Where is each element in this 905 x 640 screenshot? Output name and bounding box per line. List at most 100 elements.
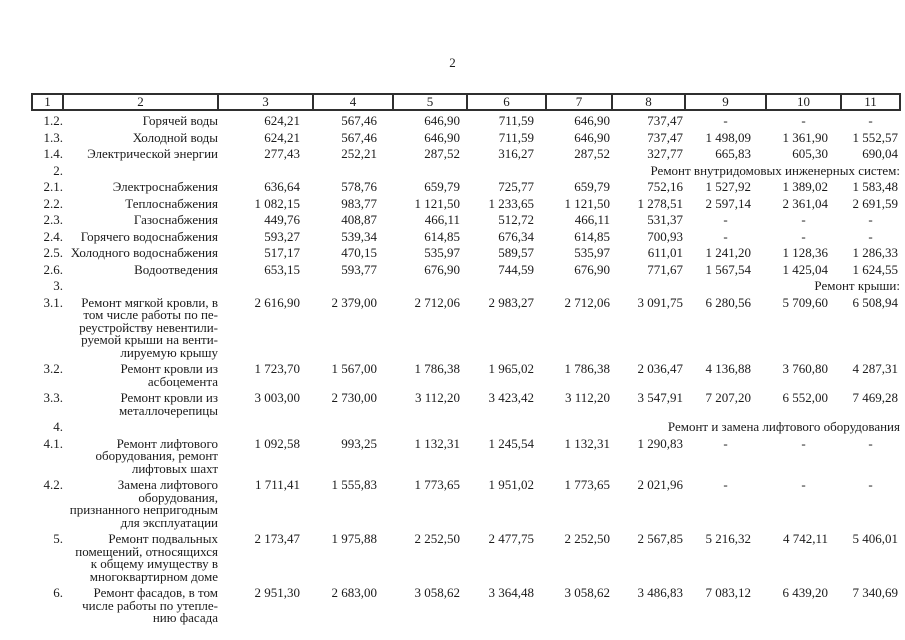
table-row: 3.1. Ремонт мягкой кровли, в том числе р… xyxy=(32,293,900,360)
value-cell: - xyxy=(868,113,873,128)
row-number-cell: 2.1. xyxy=(43,179,64,194)
column-number-cell: 2 xyxy=(62,93,219,111)
row-label-cell: Ремонт лифтового оборудования, ремонт ли… xyxy=(95,435,218,476)
value-cell: 539,34 xyxy=(341,228,377,244)
section-row: 3. Ремонт крыши: xyxy=(32,276,900,293)
value-cell: 1 567,54 xyxy=(705,261,752,277)
value-cell: 1 555,83 xyxy=(331,477,378,492)
value-cell: 636,64 xyxy=(264,179,300,194)
table-row: 3.2. Ремонт кровли из асбоцемента 1 723,… xyxy=(32,359,900,388)
row-number-cell: 3.3. xyxy=(43,390,64,405)
value-cell: 2 567,85 xyxy=(637,531,684,546)
section-row: 4. Ремонт и замена лифтового оборудовани… xyxy=(32,417,900,434)
row-number-cell: 3. xyxy=(53,278,63,293)
value-cell: 711,59 xyxy=(498,113,534,128)
value-cell: 578,76 xyxy=(341,179,377,194)
row-number-cell: 6. xyxy=(53,585,63,600)
value-cell: 2 983,27 xyxy=(488,294,535,310)
value-cell: 1 723,70 xyxy=(254,361,301,376)
column-number-cell: 8 xyxy=(611,93,686,111)
row-number-cell: 3.1. xyxy=(43,294,64,310)
value-cell: 737,47 xyxy=(647,129,683,145)
value-cell: - xyxy=(868,435,873,451)
row-number-cell: 1.4. xyxy=(43,146,64,161)
row-number-cell: 4.2. xyxy=(43,477,64,492)
value-cell: 3 112,20 xyxy=(564,390,610,405)
value-cell: 1 361,90 xyxy=(782,129,829,145)
value-cell: 1 786,38 xyxy=(564,361,611,376)
value-cell: 1 278,51 xyxy=(637,195,684,211)
value-cell: 408,87 xyxy=(341,212,377,227)
value-cell: 535,97 xyxy=(424,245,460,260)
value-cell: 593,27 xyxy=(264,228,300,244)
value-cell: 1 286,33 xyxy=(852,245,899,260)
table-row: 1.4. Электрической энергии 277,43 252,21 2… xyxy=(32,144,900,161)
value-cell: 470,15 xyxy=(341,245,377,260)
value-cell: - xyxy=(801,435,806,451)
value-cell: 1 082,15 xyxy=(254,195,301,211)
row-label-cell: Ремонт фасадов, в том числе работы по ут… xyxy=(82,585,218,625)
value-cell: 1 128,36 xyxy=(782,245,829,260)
value-cell: 737,47 xyxy=(647,113,683,128)
value-cell: 1 245,54 xyxy=(488,435,535,451)
value-cell: 6 508,94 xyxy=(852,294,899,310)
value-cell: 1 233,65 xyxy=(488,195,535,211)
value-cell: 287,52 xyxy=(574,146,610,161)
value-cell: 752,16 xyxy=(647,179,683,194)
value-cell: - xyxy=(801,113,806,128)
row-number-cell: 3.2. xyxy=(43,361,64,376)
row-number-cell: 2.5. xyxy=(43,245,64,260)
value-cell: 646,90 xyxy=(574,113,610,128)
value-cell: 512,72 xyxy=(498,212,534,227)
row-label-cell: Ремонт крыши: xyxy=(814,278,900,293)
value-cell: 2 683,00 xyxy=(331,585,378,600)
value-cell: 3 058,62 xyxy=(414,585,461,600)
value-cell: 7 083,12 xyxy=(705,585,752,600)
table-row: 2.6. Водоотведения 653,15 593,77 676,90 744… xyxy=(32,260,900,277)
value-cell: 3 547,91 xyxy=(637,390,684,405)
table-row: 4.1. Ремонт лифтового оборудования, ремо… xyxy=(32,434,900,476)
table-row: 2.2. Теплоснабжения 1 082,15 983,77 1 121,… xyxy=(32,194,900,211)
value-cell: 1 121,50 xyxy=(564,195,611,211)
value-cell: - xyxy=(868,212,873,227)
table-header: 1 2 3 4 5 6 7 8 9 10 11 xyxy=(31,93,901,111)
value-cell: 1 951,02 xyxy=(488,477,535,492)
table-row: 1.2. Горячей воды 624,21 567,46 646,90 711,… xyxy=(32,110,900,128)
value-cell: 5 709,60 xyxy=(782,294,829,310)
row-label-cell: Теплоснабжения xyxy=(125,195,218,211)
value-cell: 983,77 xyxy=(341,195,377,211)
value-cell: - xyxy=(801,228,806,244)
value-cell: 614,85 xyxy=(574,228,610,244)
table-row: 2.1. Электроснабжения 636,64 578,76 659,79… xyxy=(32,177,900,194)
value-cell: 1 389,02 xyxy=(782,179,829,194)
value-cell: 593,77 xyxy=(341,261,377,277)
column-number-cell: 5 xyxy=(392,93,468,111)
value-cell: 252,21 xyxy=(341,146,377,161)
value-cell: 466,11 xyxy=(574,212,610,227)
row-number-cell: 1.2. xyxy=(43,113,64,128)
row-label-cell: Ремонт подвальных помещений, относящихся… xyxy=(75,531,218,584)
value-cell: 4 742,11 xyxy=(782,531,828,546)
value-cell: 1 567,00 xyxy=(331,361,378,376)
column-number-cell: 11 xyxy=(840,93,901,111)
value-cell: 3 423,42 xyxy=(488,390,535,405)
value-cell: 2 173,47 xyxy=(254,531,301,546)
value-cell: 531,37 xyxy=(647,212,683,227)
value-cell: 589,57 xyxy=(498,245,534,260)
value-cell: - xyxy=(723,435,728,451)
column-numbers-row: 1 2 3 4 5 6 7 8 9 10 11 xyxy=(31,93,901,111)
value-cell: 3 091,75 xyxy=(637,294,684,310)
value-cell: 624,21 xyxy=(264,129,300,145)
value-cell: 2 252,50 xyxy=(564,531,611,546)
table-row: 6. Ремонт фасадов, в том числе работы по… xyxy=(32,583,900,625)
value-cell: 1 290,83 xyxy=(637,435,684,451)
value-cell: 725,77 xyxy=(498,179,534,194)
value-cell: 1 527,92 xyxy=(705,179,752,194)
row-number-cell: 2.4. xyxy=(43,228,64,244)
value-cell: 1 241,20 xyxy=(705,245,752,260)
row-label-cell: Электроснабжения xyxy=(112,179,218,194)
value-cell: 711,59 xyxy=(498,129,534,145)
value-cell: - xyxy=(723,228,728,244)
row-label-cell: Горячей воды xyxy=(142,113,218,128)
